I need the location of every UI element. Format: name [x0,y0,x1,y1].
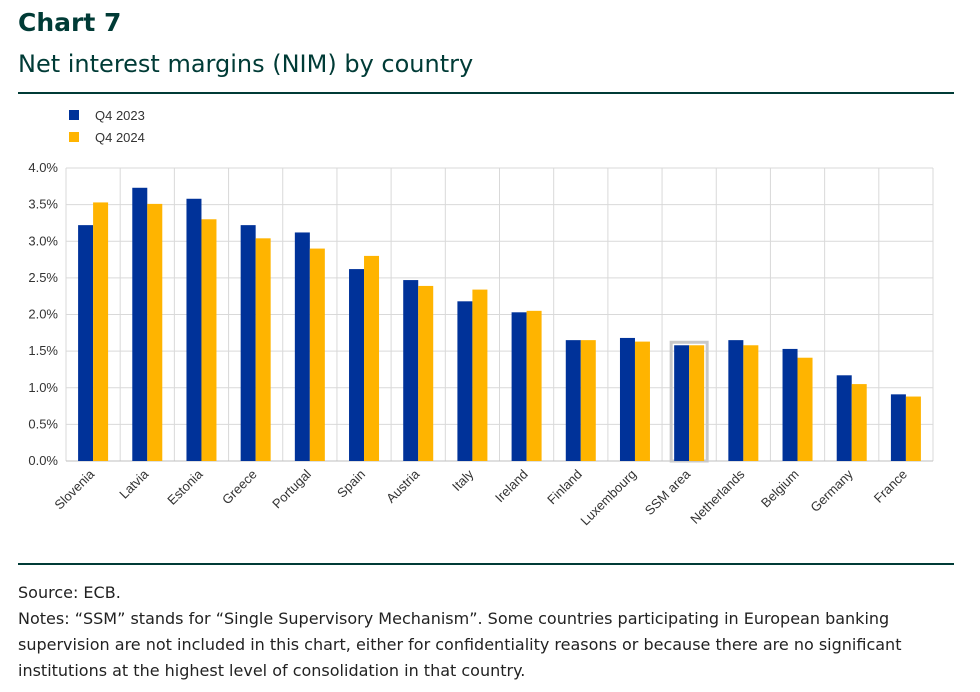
legend-swatch [69,110,79,120]
x-category-label: Luxembourg [577,467,639,529]
bar-q4-2023 [78,225,94,461]
y-tick-label: 3.5% [28,197,58,212]
bar-q4-2024 [580,340,596,461]
bottom-divider [18,563,954,565]
y-tick-label: 3.0% [28,233,58,248]
source-text: Source: ECB. [18,583,121,602]
chart-number: Chart 7 [18,8,122,37]
bar-q4-2023 [836,375,852,461]
bar-q4-2023 [186,198,202,461]
bar-q4-2023 [728,340,744,461]
bar-q4-2023 [294,232,310,461]
x-category-label: SSM area [642,466,694,518]
chart-notes: Source: ECB. Notes: “SSM” stands for “Si… [18,580,962,684]
y-tick-label: 1.5% [28,343,58,358]
y-tick-label: 1.0% [28,380,58,395]
x-category-label: Austria [383,466,423,506]
bar-q4-2023 [782,348,798,461]
bar-q4-2023 [565,340,581,461]
y-tick-label: 2.5% [28,270,58,285]
bar-q4-2023 [349,269,365,461]
bar-q4-2023 [511,312,527,461]
bar-q4-2024 [851,384,867,461]
bar-q4-2023 [132,187,148,461]
notes-text: Notes: “SSM” stands for “Single Supervis… [18,609,902,680]
bar-q4-2024 [147,203,163,461]
x-category-label: Greece [219,467,260,508]
x-category-label: Germany [807,466,856,515]
bar-q4-2023 [674,345,690,461]
bar-q4-2024 [689,345,705,461]
bar-q4-2024 [364,255,380,461]
bar-q4-2024 [418,285,434,461]
bar-q4-2024 [526,310,542,461]
legend-label: Q4 2023 [95,108,145,123]
x-category-label: Ireland [492,467,531,506]
legend-swatch [69,132,79,142]
top-divider [18,92,954,94]
bar-q4-2024 [309,248,325,461]
x-category-label: Slovenia [51,466,97,512]
y-tick-label: 4.0% [28,160,58,175]
bar-q4-2023 [403,280,419,461]
legend-label: Q4 2024 [95,130,145,145]
x-category-label: Latvia [116,466,152,502]
bar-q4-2024 [201,219,217,461]
bar-q4-2024 [472,289,488,461]
x-category-label: Spain [334,467,368,501]
y-tick-label: 2.0% [28,307,58,322]
y-tick-label: 0.0% [28,453,58,468]
x-category-label: France [871,467,910,506]
bar-q4-2024 [905,396,921,461]
bar-q4-2023 [619,337,635,461]
bar-q4-2023 [890,394,906,461]
x-category-label: Finland [544,467,585,508]
bar-q4-2024 [255,238,271,461]
x-category-label: Estonia [164,466,206,508]
bar-q4-2023 [240,225,256,461]
bar-q4-2024 [634,341,650,461]
x-category-label: Italy [449,466,477,494]
bar-q4-2024 [797,357,813,461]
x-category-label: Netherlands [687,466,748,527]
y-tick-label: 0.5% [28,416,58,431]
bar-q4-2024 [93,202,109,461]
bar-q4-2024 [743,345,759,461]
chart-title: Net interest margins (NIM) by country [18,50,474,78]
bar-chart: 0.0% 0.5% 1.0% 1.5% 2.0% 2.5% 3.0% 3.5% 4.0% Slov… [28,108,934,529]
x-category-label: Portugal [269,466,314,511]
x-category-label: Belgium [758,467,802,511]
bar-q4-2023 [457,301,473,461]
